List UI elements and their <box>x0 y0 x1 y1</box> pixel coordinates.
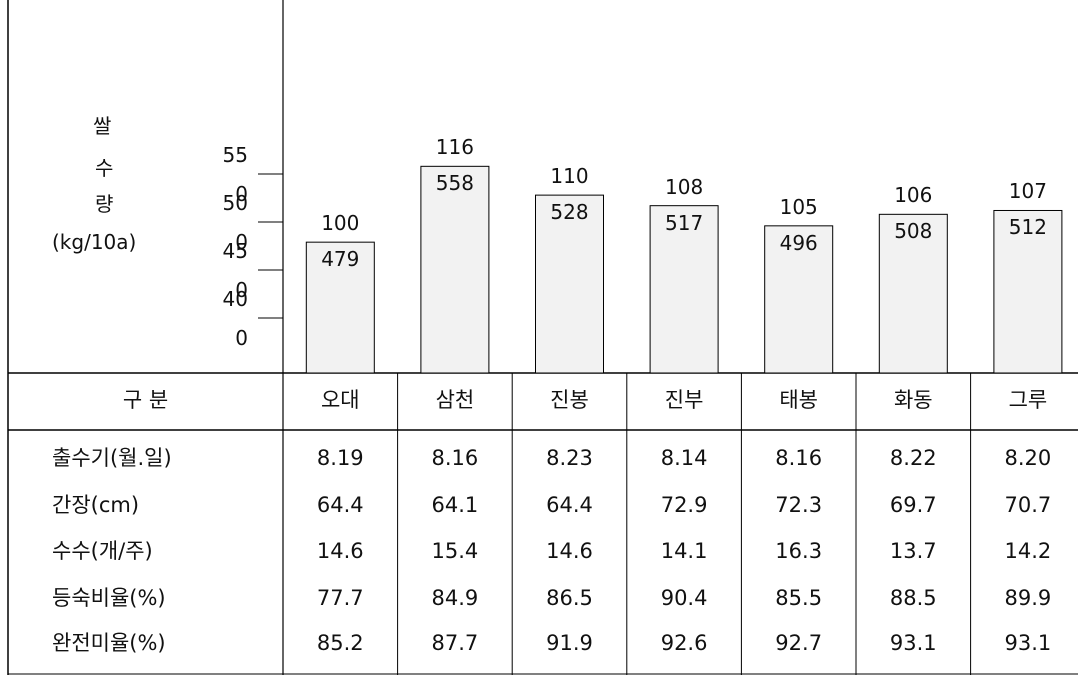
table-cell: 8.19 <box>316 446 364 470</box>
y-tick-label: 0 <box>235 326 248 350</box>
y-tick-label: 55 <box>222 143 248 167</box>
header-cell-태봉: 태봉 <box>779 388 818 412</box>
table-cell: 8.22 <box>889 446 937 470</box>
table-cell: 64.4 <box>546 493 593 517</box>
bar-그루 <box>993 209 1063 374</box>
table-cell: 8.23 <box>546 446 593 470</box>
table-cell: 84.9 <box>431 586 479 610</box>
bar-index-label: 106 <box>894 183 933 208</box>
table-cell: 93.1 <box>889 631 937 655</box>
bar-진부 <box>649 205 719 374</box>
table-cell: 92.6 <box>660 631 708 655</box>
header-cell-그루: 그루 <box>1008 388 1048 412</box>
table-cell: 16.3 <box>775 539 823 563</box>
table-cell: 87.7 <box>431 631 479 655</box>
table-cell: 14.6 <box>316 539 364 563</box>
table-cell: 14.1 <box>660 539 708 563</box>
table-cell: 13.7 <box>889 539 937 563</box>
header-cell-오대: 오대 <box>320 388 360 412</box>
table-cell: 93.1 <box>1004 631 1052 655</box>
bar-value-label: 508 <box>894 219 933 244</box>
header-cell-진봉: 진봉 <box>550 388 589 412</box>
bar-value-label: 558 <box>435 171 474 196</box>
row-label: 간장(cm) <box>52 493 140 517</box>
row-label: 출수기(월.일) <box>52 446 172 470</box>
bar-삼천 <box>420 165 490 374</box>
bar-오대 <box>305 241 375 374</box>
y-axis-title-line: 쌀 <box>93 114 112 138</box>
y-axis-title-line: 량 <box>95 192 114 216</box>
row-label: 완전미율(%) <box>52 631 166 655</box>
header-cell-삼천: 삼천 <box>435 388 475 412</box>
header-cell-화동: 화동 <box>893 388 933 412</box>
table-cell: 85.5 <box>775 586 823 610</box>
y-tick-label: 0 <box>235 278 248 302</box>
bar-진봉 <box>535 194 604 374</box>
bar-value-label: 479 <box>321 247 360 272</box>
bar-index-label: 105 <box>779 194 818 219</box>
table-cell: 72.3 <box>775 493 823 517</box>
table-cell: 14.2 <box>1004 539 1052 563</box>
y-tick-label: 45 <box>222 239 248 263</box>
table-cell: 8.16 <box>431 446 479 470</box>
bar-index-label: 107 <box>1008 179 1047 204</box>
table-cell: 77.7 <box>316 586 364 610</box>
bar-index-label: 108 <box>665 174 704 199</box>
row-label: 등숙비율(%) <box>52 586 166 610</box>
table-cell: 90.4 <box>660 586 708 610</box>
y-axis-title-line: (kg/10a) <box>52 230 137 254</box>
bar-index-label: 100 <box>321 211 360 236</box>
bar-value-label: 517 <box>665 210 704 235</box>
table-cell: 15.4 <box>431 539 479 563</box>
table-cell: 85.2 <box>316 631 364 655</box>
table-cell: 69.7 <box>889 493 937 517</box>
bar-태봉 <box>764 225 834 374</box>
table-cell: 8.14 <box>660 446 708 470</box>
table-cell: 14.6 <box>546 539 593 563</box>
bar-index-label: 110 <box>550 164 589 189</box>
bar-value-label: 512 <box>1008 215 1047 240</box>
y-tick-label: 40 <box>222 287 248 311</box>
bar-index-label: 116 <box>435 135 474 160</box>
y-axis-title-line: 수 <box>95 156 114 180</box>
row-label: 수수(개/주) <box>52 539 153 563</box>
table-cell: 8.20 <box>1004 446 1052 470</box>
table-cell: 88.5 <box>889 586 937 610</box>
y-tick-label: 0 <box>235 230 248 254</box>
bar-value-label: 496 <box>779 230 818 255</box>
table-cell: 92.7 <box>775 631 823 655</box>
table-cell: 64.4 <box>316 493 364 517</box>
table-cell: 8.16 <box>775 446 823 470</box>
y-tick-label: 0 <box>235 182 248 206</box>
table-header-label: 구 분 <box>122 388 169 412</box>
table-cell: 89.9 <box>1004 586 1052 610</box>
table-cell: 86.5 <box>546 586 593 610</box>
bar-value-label: 528 <box>550 200 589 225</box>
table-cell: 72.9 <box>660 493 708 517</box>
y-tick-label: 50 <box>222 191 248 215</box>
table-cell: 70.7 <box>1004 493 1052 517</box>
table-cell: 91.9 <box>546 631 593 655</box>
table-cell: 64.1 <box>431 493 479 517</box>
bar-화동 <box>878 213 948 374</box>
header-cell-진부: 진부 <box>664 388 704 412</box>
